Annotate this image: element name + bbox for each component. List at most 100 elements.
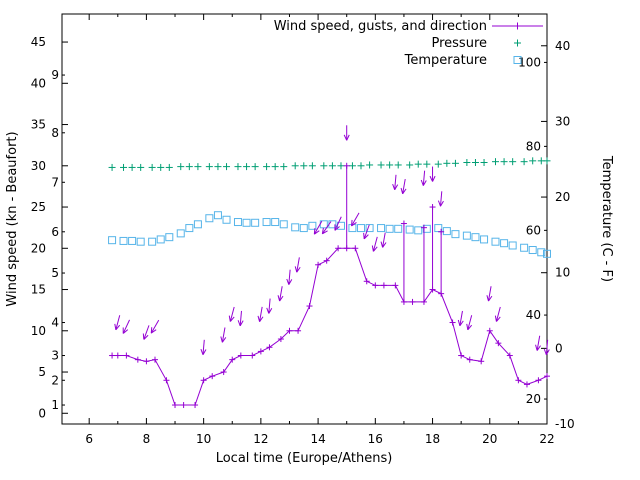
y-left-axis-title: Wind speed (kn - Beaufort) <box>5 131 20 306</box>
temperature-marker <box>262 218 271 227</box>
wind-arrow-head <box>402 188 407 195</box>
temperature-marker <box>480 235 489 244</box>
wind-arrow-head <box>220 336 223 343</box>
temperature-marker <box>543 249 551 258</box>
wind-arrow-head <box>296 266 301 273</box>
wind-direction-arrow <box>495 306 501 322</box>
kn-tick-label: 25 <box>31 200 46 214</box>
wind-arrow-head <box>496 316 501 322</box>
x-tick-label: 12 <box>253 432 268 446</box>
wind-direction-arrow <box>402 178 406 194</box>
legend-pressure-label: Pressure <box>431 36 487 51</box>
wind-arrow-head <box>494 315 497 322</box>
wind-arrow-head <box>322 230 328 235</box>
wind-arrow-head <box>420 179 424 186</box>
wind-arrow-head <box>202 349 207 356</box>
wind-arrow-head <box>313 228 316 235</box>
beaufort-label: 7 <box>51 175 59 189</box>
temperature-marker <box>222 215 231 224</box>
wind-arrow-head <box>363 234 369 240</box>
x-tick-label: 22 <box>539 432 554 446</box>
wind-arrow-head <box>221 337 227 343</box>
y-right-axis-title: Temperature (C - F) <box>599 155 614 282</box>
temperature-marker <box>176 229 185 238</box>
kn-tick-label: 5 <box>38 365 46 379</box>
wind-arrow-head <box>536 345 541 351</box>
wind-arrow-head <box>142 333 145 340</box>
temperature-marker <box>205 214 214 223</box>
temperature-marker <box>414 226 423 235</box>
wind-direction-arrow <box>288 269 291 285</box>
wind-arrow-head <box>228 315 231 322</box>
temperature-marker <box>165 233 174 242</box>
temperature-marker <box>108 236 117 245</box>
legend-wind-label: Wind speed, gusts, and direction <box>274 19 487 34</box>
beaufort-label: 9 <box>51 68 59 82</box>
temperature-marker <box>299 224 308 233</box>
celsius-tick-label: -10 <box>555 417 575 431</box>
beaufort-label: 8 <box>51 126 59 140</box>
wind-arrow-head <box>535 344 538 351</box>
temperature-marker <box>537 248 546 257</box>
temperature-marker <box>251 218 260 227</box>
beaufort-label: 6 <box>51 225 59 239</box>
temperature-marker <box>442 227 451 236</box>
wind-direction-arrow <box>239 310 242 326</box>
beaufort-label: 2 <box>51 373 59 387</box>
temperature-marker <box>242 218 251 227</box>
temperature-marker <box>119 236 128 245</box>
temperature-marker <box>271 218 280 227</box>
wind-arrow-head <box>200 348 204 355</box>
wind-direction-arrow <box>268 298 271 314</box>
wind-direction-arrow <box>296 257 300 273</box>
wind-arrow-head <box>268 308 273 314</box>
temperature-marker <box>148 237 157 246</box>
wind-direction-arrow <box>122 319 131 334</box>
wind-direction-arrow <box>150 319 160 334</box>
wind-direction-arrow <box>229 306 235 322</box>
wind-arrow-head <box>394 184 399 191</box>
wind-arrow-head <box>488 295 493 302</box>
wind-direction-arrow <box>115 315 121 330</box>
fahrenheit-label: 20 <box>526 392 541 406</box>
temperature-marker <box>365 224 374 233</box>
wind-arrow-head <box>279 295 284 302</box>
celsius-tick-label: 30 <box>555 114 570 128</box>
temperature-marker <box>422 224 431 233</box>
wind-arrow-head <box>239 320 244 327</box>
kn-tick-label: 0 <box>38 406 46 420</box>
wind-arrow-head <box>372 246 378 252</box>
wind-arrow-head <box>343 134 348 141</box>
temperature-marker <box>394 224 403 233</box>
wind-direction-arrow <box>363 224 370 240</box>
wind-arrow-head <box>382 242 387 248</box>
x-tick-label: 16 <box>368 432 383 446</box>
celsius-tick-label: 0 <box>555 341 563 355</box>
temperature-marker <box>279 220 288 229</box>
wind-speed-line <box>112 247 548 406</box>
generated-chart-layers: 6 8 10 12 14 16 18 20 22051015202530354045123456… <box>31 13 575 446</box>
wind-direction-arrow <box>545 339 549 355</box>
wind-direction-arrow <box>351 212 360 227</box>
wind-direction-arrow <box>259 306 263 322</box>
wind-arrow-head <box>351 222 357 227</box>
wind-arrow-head <box>380 241 384 248</box>
wind-direction-arrow <box>321 221 332 235</box>
wind-arrow-head <box>286 278 290 285</box>
x-tick-label: 8 <box>143 432 151 446</box>
wind-arrow-head <box>294 266 298 273</box>
wind-arrow-head <box>371 245 374 252</box>
wind-direction-arrow <box>143 325 150 340</box>
beaufort-label: 4 <box>51 316 59 330</box>
temperature-marker <box>405 225 414 234</box>
beaufort-label: 3 <box>51 349 59 363</box>
wind-direction-arrow <box>394 174 397 190</box>
wind-direction-arrow <box>202 339 205 355</box>
wind-arrow-head <box>440 200 444 207</box>
wind-arrow-head <box>115 324 121 331</box>
wind-arrow-head <box>288 279 293 285</box>
temperature-marker <box>291 223 300 232</box>
wind-arrow-head <box>346 134 350 141</box>
wind-direction-arrow <box>487 286 492 302</box>
